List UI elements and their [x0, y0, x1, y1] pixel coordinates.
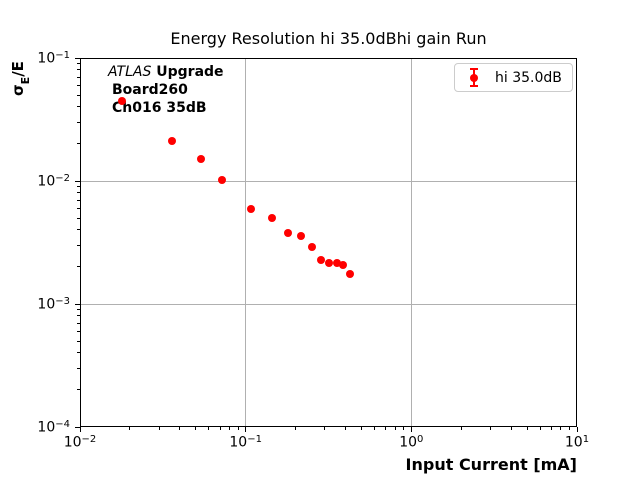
- y-minor-tick: [77, 84, 80, 86]
- x-minor-tick: [539, 427, 541, 430]
- annotation-upgrade: Upgrade: [151, 64, 224, 80]
- x-major-tick: [410, 427, 412, 432]
- x-minor-tick: [374, 427, 376, 430]
- y-minor-tick: [77, 76, 80, 78]
- x-minor-tick: [394, 427, 396, 430]
- y-minor-tick: [77, 352, 80, 354]
- x-tick-label: 10−1: [229, 434, 262, 451]
- y-minor-tick: [77, 69, 80, 71]
- y-minor-tick: [77, 315, 80, 317]
- y-minor-tick: [77, 94, 80, 96]
- annotation-line-1: ATLAS Upgrade: [108, 63, 224, 81]
- y-major-tick: [75, 180, 80, 182]
- data-point: [345, 270, 354, 279]
- y-tick-label: 10−2: [37, 173, 70, 190]
- data-point: [168, 137, 177, 146]
- x-major-tick: [79, 427, 81, 432]
- x-minor-tick: [344, 427, 346, 430]
- errorbar-marker-icon: [467, 67, 481, 88]
- x-minor-tick: [510, 427, 512, 430]
- y-minor-tick: [77, 121, 80, 123]
- legend-label: hi 35.0dB: [495, 69, 562, 86]
- x-minor-tick: [219, 427, 221, 430]
- x-minor-tick: [158, 427, 160, 430]
- annotation-line-2: Board260: [112, 82, 188, 98]
- x-tick-label: 100: [399, 434, 424, 451]
- x-major-tick: [245, 427, 247, 432]
- data-point: [325, 259, 334, 268]
- y-minor-tick: [77, 186, 80, 188]
- data-point: [283, 228, 292, 237]
- x-minor-tick: [179, 427, 181, 430]
- legend: hi 35.0dB: [454, 63, 573, 92]
- chart-title: Energy Resolution hi 35.0dBhi gain Run: [170, 29, 487, 48]
- x-minor-tick: [460, 427, 462, 430]
- x-gridline: [410, 58, 412, 427]
- x-minor-tick: [324, 427, 326, 430]
- x-minor-tick: [208, 427, 210, 430]
- x-minor-tick: [385, 427, 387, 430]
- x-axis-label: Input Current [mA]: [405, 455, 577, 474]
- y-minor-tick: [77, 192, 80, 194]
- x-minor-tick: [195, 427, 197, 430]
- x-minor-tick: [526, 427, 528, 430]
- y-tick-label: 10−3: [37, 296, 70, 313]
- data-point: [197, 154, 206, 163]
- y-minor-tick: [77, 199, 80, 201]
- x-minor-tick: [229, 427, 231, 430]
- y-gridline: [80, 303, 577, 305]
- x-minor-tick: [489, 427, 491, 430]
- y-minor-tick: [77, 389, 80, 391]
- data-point: [307, 243, 316, 252]
- y-minor-tick: [77, 244, 80, 246]
- y-minor-tick: [77, 309, 80, 311]
- x-minor-tick: [550, 427, 552, 430]
- x-minor-tick: [568, 427, 570, 430]
- y-minor-tick: [77, 106, 80, 108]
- y-minor-tick: [77, 266, 80, 268]
- x-gridline: [245, 58, 247, 427]
- data-point: [317, 255, 326, 264]
- y-major-tick: [75, 57, 80, 59]
- annotation-atlas: ATLAS: [108, 64, 152, 80]
- y-major-tick: [75, 426, 80, 428]
- y-minor-tick: [77, 367, 80, 369]
- y-minor-tick: [77, 63, 80, 65]
- x-tick-label: 101: [564, 434, 590, 451]
- y-tick-label: 10−4: [37, 419, 70, 436]
- y-minor-tick: [77, 340, 80, 342]
- x-major-tick: [576, 427, 578, 432]
- x-minor-tick: [403, 427, 405, 430]
- annotation-block: ATLAS Upgrade Board260 Ch016 35dB: [108, 63, 224, 117]
- x-minor-tick: [295, 427, 297, 430]
- y-axis-label: σE/E: [9, 61, 32, 96]
- data-point: [218, 175, 227, 184]
- y-minor-tick: [77, 217, 80, 219]
- x-minor-tick: [360, 427, 362, 430]
- data-point: [338, 261, 347, 270]
- data-point: [246, 205, 255, 214]
- data-point: [333, 259, 342, 268]
- y-minor-tick: [77, 207, 80, 209]
- annotation-line-3: Ch016 35dB: [112, 100, 207, 116]
- data-point: [118, 96, 127, 105]
- y-gridline: [80, 180, 577, 182]
- y-minor-tick: [77, 143, 80, 145]
- x-minor-tick: [560, 427, 562, 430]
- data-point: [297, 231, 306, 240]
- x-tick-label: 10−2: [63, 434, 97, 451]
- x-minor-tick: [129, 427, 131, 430]
- data-point: [267, 214, 276, 223]
- y-minor-tick: [77, 229, 80, 231]
- y-major-tick: [75, 303, 80, 305]
- y-minor-tick: [77, 322, 80, 324]
- x-minor-tick: [237, 427, 239, 430]
- y-minor-tick: [77, 330, 80, 332]
- y-tick-label: 10−1: [37, 50, 70, 67]
